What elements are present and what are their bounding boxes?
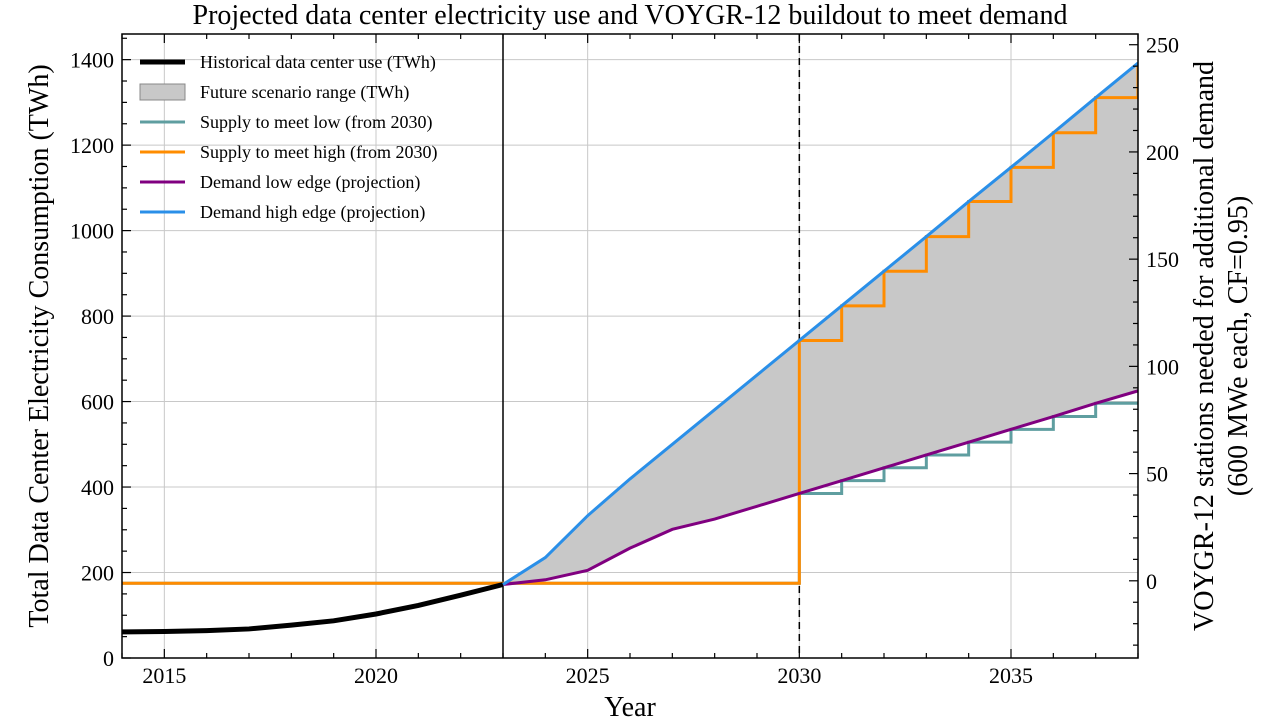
legend-label: Supply to meet low (from 2030) — [200, 112, 432, 133]
y-tick-label: 600 — [81, 390, 114, 415]
x-tick-label: 2025 — [566, 663, 610, 688]
series-line-2 — [502, 61, 1138, 586]
y2-tick-label: 200 — [1146, 140, 1179, 165]
chart-title: Projected data center electricity use an… — [193, 0, 1068, 31]
series-line-1 — [502, 389, 1138, 586]
legend-swatch — [139, 83, 186, 101]
y-tick-label: 1400 — [70, 48, 114, 73]
y-axis-label: Total Data Center Electricity Consumptio… — [24, 64, 55, 627]
x-tick-label: 2015 — [142, 663, 186, 688]
legend-label: Historical data center use (TWh) — [200, 52, 436, 73]
x-axis-label: Year — [604, 692, 656, 720]
legend-label: Demand high edge (projection) — [200, 202, 425, 223]
legend-label: Demand low edge (projection) — [200, 172, 420, 193]
y2-tick-label: 100 — [1146, 354, 1179, 379]
y-tick-label: 200 — [81, 561, 114, 586]
y-tick-label: 0 — [103, 646, 114, 671]
y2-tick-label: 0 — [1146, 569, 1157, 594]
y-tick-label: 800 — [81, 304, 114, 329]
y-tick-label: 1000 — [70, 219, 114, 244]
series-line-4 — [122, 63, 1138, 585]
legend-label: Future scenario range (TWh) — [200, 82, 409, 103]
y2-tick-label: 250 — [1146, 33, 1179, 58]
series-line-3 — [122, 401, 1138, 585]
legend: Historical data center use (TWh) Future s… — [139, 52, 437, 223]
x-tick-label: 2030 — [777, 663, 821, 688]
y-tick-label: 1200 — [70, 133, 114, 158]
y2-axis-label-line1: VOYGR-12 stations needed for additional … — [1189, 61, 1220, 631]
y-tick-label: 400 — [81, 475, 114, 500]
series-line-0 — [122, 582, 504, 635]
y2-tick-label: 50 — [1146, 462, 1168, 487]
x-tick-label: 2020 — [354, 663, 398, 688]
plot-area: 2015 2020 2025 2030 203502004006008001000120… — [70, 33, 1179, 688]
x-tick-label: 2035 — [989, 663, 1033, 688]
y2-axis-label-line2: (600 MWe each, CF=0.95) — [1223, 196, 1254, 496]
y2-tick-label: 150 — [1146, 247, 1179, 272]
legend-label: Supply to meet high (from 2030) — [200, 142, 437, 163]
